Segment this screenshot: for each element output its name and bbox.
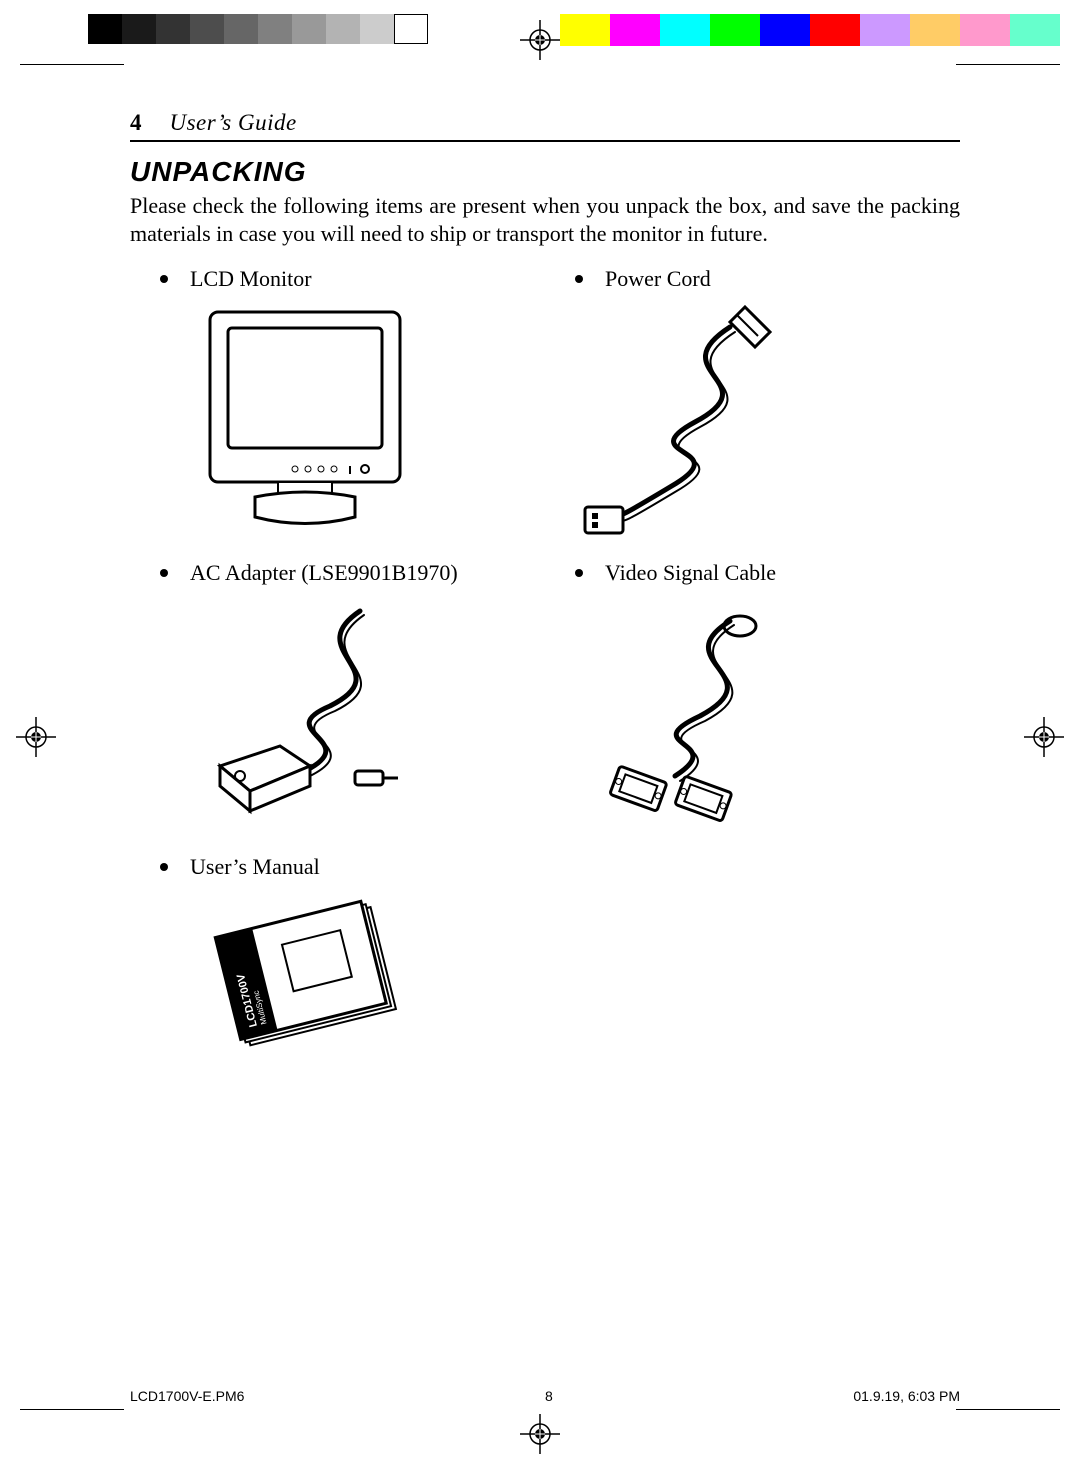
footer-datetime: 01.9.19, 6:03 PM	[853, 1388, 960, 1404]
lcd-monitor-illustration	[190, 302, 420, 532]
item-label: AC Adapter (LSE9901B1970)	[190, 560, 458, 586]
page-header: 4 User’s Guide	[130, 110, 960, 142]
list-item: LCD Monitor	[130, 266, 545, 532]
page-number: 4	[130, 110, 142, 136]
registration-mark-icon	[520, 20, 560, 60]
bullet-icon	[160, 863, 168, 871]
footer-sheet-number: 8	[545, 1388, 553, 1404]
ac-adapter-illustration	[190, 596, 420, 826]
crop-mark	[956, 64, 1060, 65]
page-content: 4 User’s Guide UNPACKING Please check th…	[130, 110, 960, 1088]
bullet-icon	[575, 569, 583, 577]
print-color-bar	[560, 14, 1060, 46]
list-item: Video Signal Cable	[545, 560, 960, 826]
power-cord-illustration	[575, 302, 805, 532]
crop-mark	[20, 64, 124, 65]
registration-mark-icon	[520, 1414, 560, 1454]
footer-filename: LCD1700V-E.PM6	[130, 1388, 244, 1404]
print-grayscale-bar	[88, 14, 428, 44]
registration-mark-icon	[16, 717, 56, 757]
bullet-icon	[575, 275, 583, 283]
manual-illustration: LCD1700V MultiSync	[190, 890, 420, 1060]
bullet-icon	[160, 275, 168, 283]
item-label: Power Cord	[605, 266, 711, 292]
list-item: User’s Manual LCD1700V MultiSync	[130, 854, 545, 1060]
guide-title: User’s Guide	[170, 110, 297, 136]
item-label: LCD Monitor	[190, 266, 312, 292]
print-footer: LCD1700V-E.PM6 8 01.9.19, 6:03 PM	[130, 1388, 960, 1404]
video-cable-illustration	[575, 596, 805, 826]
item-label: User’s Manual	[190, 854, 320, 880]
crop-mark	[956, 1409, 1060, 1410]
registration-mark-icon	[1024, 717, 1064, 757]
list-item: AC Adapter (LSE9901B1970)	[130, 560, 545, 826]
bullet-icon	[160, 569, 168, 577]
item-label: Video Signal Cable	[605, 560, 776, 586]
section-title: UNPACKING	[130, 156, 960, 188]
section-body: Please check the following items are pre…	[130, 192, 960, 248]
list-item: Power Cord	[545, 266, 960, 532]
crop-mark	[20, 1409, 124, 1410]
